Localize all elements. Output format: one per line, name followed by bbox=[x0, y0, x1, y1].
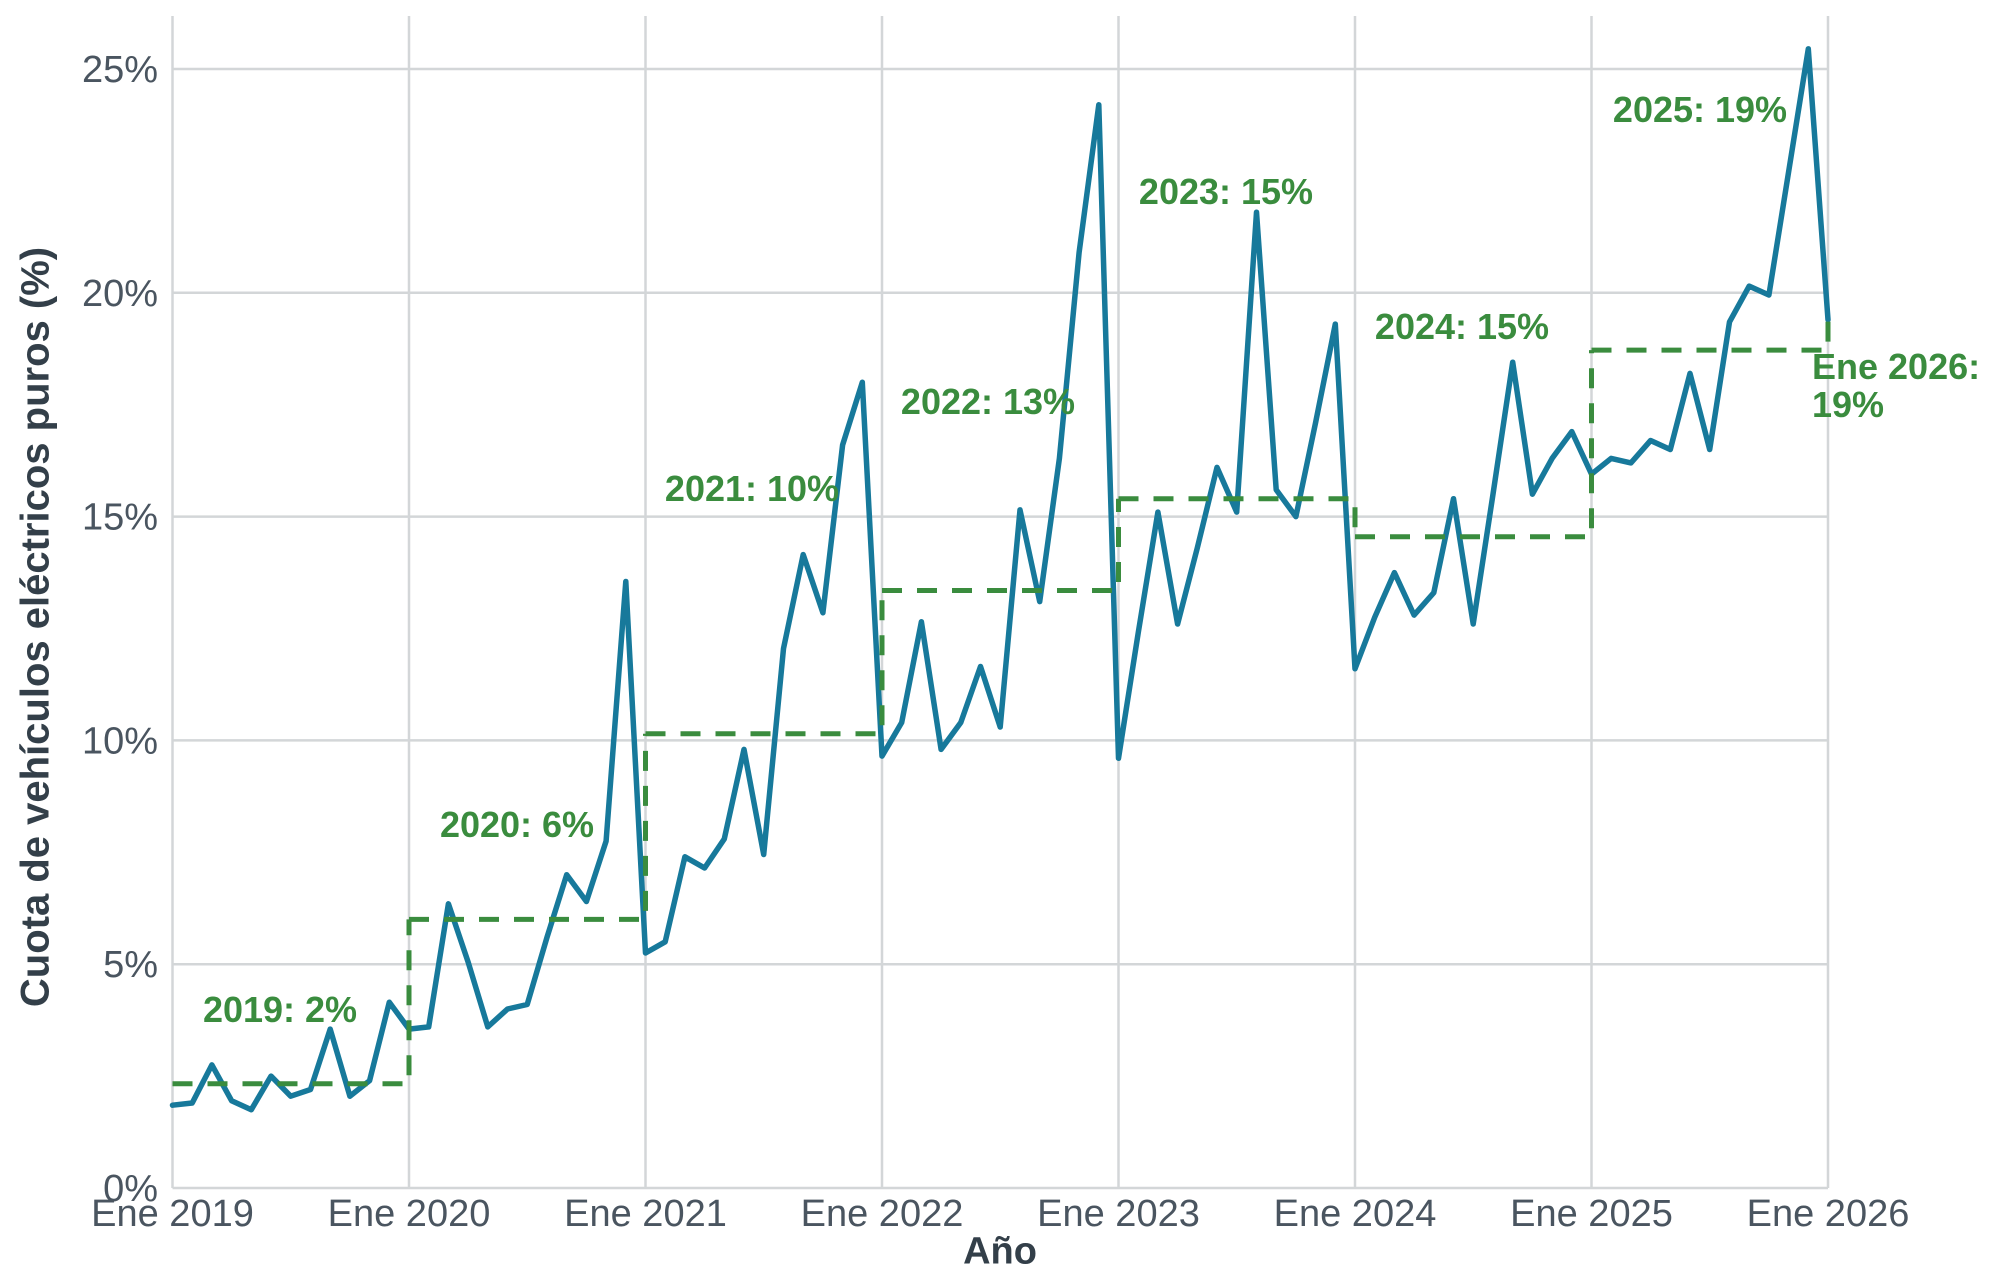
x-axis-title: Año bbox=[963, 1230, 1037, 1273]
y-tick-label: 25% bbox=[82, 49, 158, 91]
y-axis-title: Cuota de vehículos eléctricos puros (%) bbox=[13, 246, 58, 1008]
x-tick-label: Ene 2022 bbox=[801, 1193, 964, 1235]
x-tick-label: Ene 2024 bbox=[1274, 1193, 1437, 1235]
year-average-annotation-2021: 2021: 10% bbox=[665, 468, 839, 509]
year-average-annotation-2022: 2022: 13% bbox=[901, 381, 1075, 422]
y-tick-label: 15% bbox=[82, 497, 158, 539]
year-average-annotation-2023: 2023: 15% bbox=[1139, 171, 1313, 212]
y-tick-label: 20% bbox=[82, 273, 158, 315]
y-tick-label: 0% bbox=[103, 1168, 158, 1210]
year-average-annotation-2024: 2024: 15% bbox=[1375, 306, 1549, 347]
year-average-annotation-ene-2026: Ene 2026: 19% bbox=[1812, 346, 1980, 425]
y-tick-label: 10% bbox=[82, 720, 158, 762]
year-average-annotation-2020: 2020: 6% bbox=[440, 804, 594, 845]
year-average-annotation-2025: 2025: 19% bbox=[1613, 89, 1787, 130]
y-tick-label: 5% bbox=[103, 944, 158, 986]
x-tick-label: Ene 2026 bbox=[1747, 1193, 1910, 1235]
x-tick-label: Ene 2020 bbox=[328, 1193, 491, 1235]
monthly-ev-share-line bbox=[169, 46, 1831, 1113]
x-tick-label: Ene 2019 bbox=[91, 1193, 254, 1235]
x-tick-label: Ene 2023 bbox=[1037, 1193, 1200, 1235]
x-tick-label: Ene 2025 bbox=[1510, 1193, 1673, 1235]
x-tick-label: Ene 2021 bbox=[564, 1193, 727, 1235]
year-average-annotation-2019: 2019: 2% bbox=[203, 989, 357, 1030]
